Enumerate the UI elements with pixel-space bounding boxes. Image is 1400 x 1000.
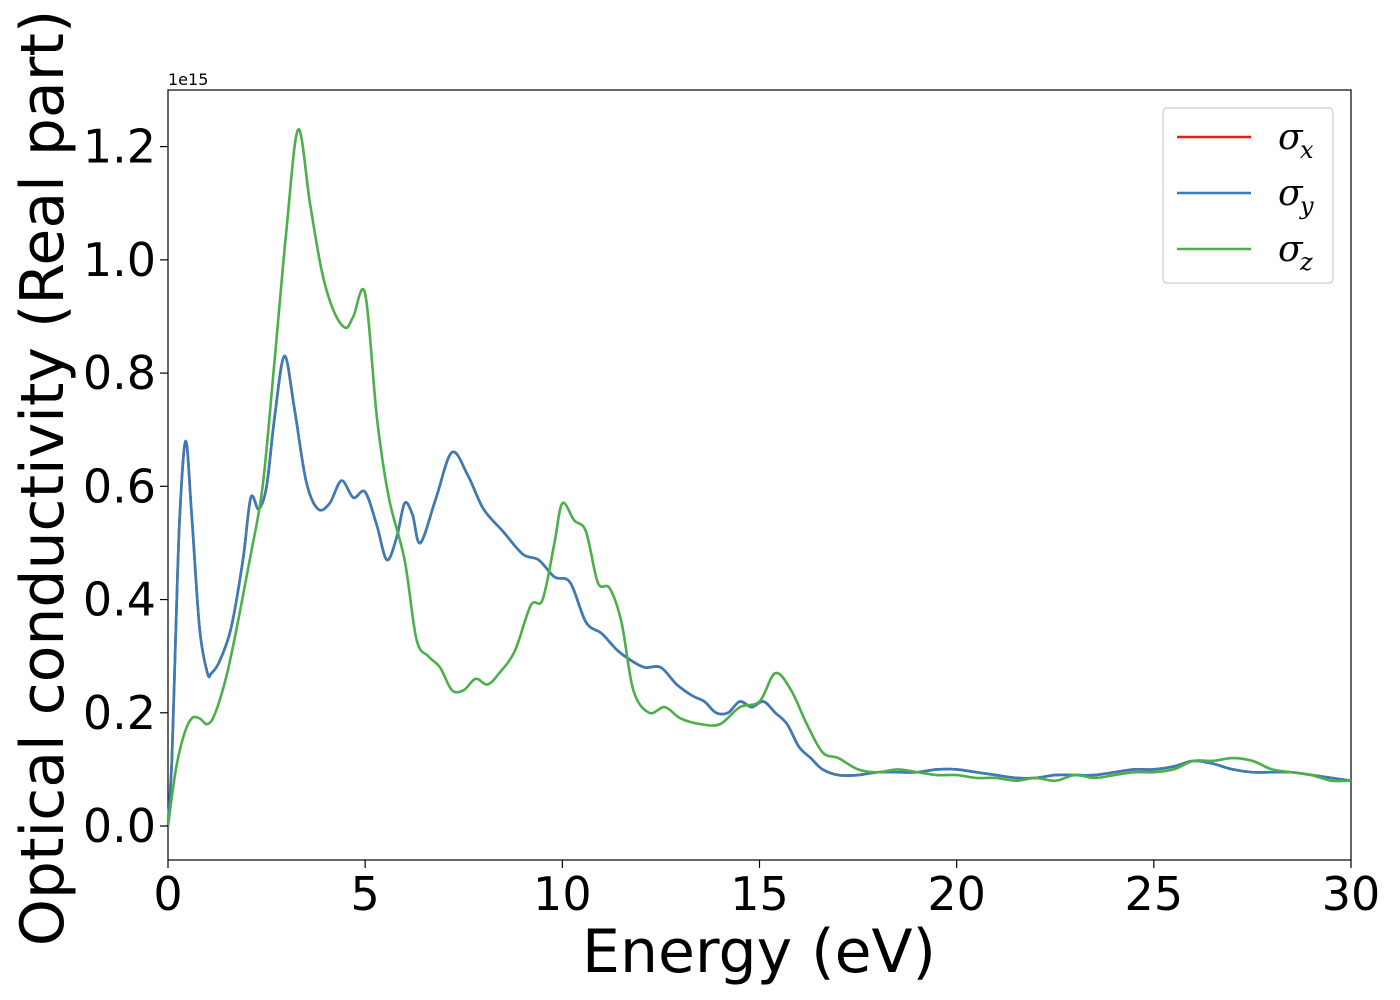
x-tick-label: 15 [730,867,789,921]
y-tick-label: 1.2 [83,120,156,174]
x-tick-label: 10 [533,867,592,921]
legend-label-subscript: x [1300,136,1314,164]
legend-item-y: σy [1177,173,1314,220]
plot-frame [167,89,1352,861]
y-tick-label: 1.0 [83,233,156,287]
y-axis: 0.0 0.2 0.4 0.6 0.8 1.0 1.2 [83,120,168,853]
y-tick-label: 0.8 [83,346,156,400]
y-tick-label: 0.0 [83,799,156,853]
x-tick-label: 30 [1322,867,1381,921]
y-tick-label: 0.2 [83,686,156,740]
legend-label-subscript: y [1299,192,1314,220]
y-tick-label: 0.4 [83,573,156,627]
y-axis-title: Optical conductivity (Real part) [8,10,78,947]
legend-box [1162,107,1334,284]
x-axis-title: Energy (eV) [582,917,936,987]
x-tick-label: 0 [153,867,182,921]
x-tick-label: 20 [927,867,986,921]
y-tick-label: 0.6 [83,459,156,513]
x-tick-label: 25 [1125,867,1184,921]
legend-item-z: σz [1177,229,1313,276]
legend-label: σ [1278,117,1304,158]
plot-area [166,89,1352,861]
y-offset-label: 1e15 [168,70,208,89]
legend-label: σ [1278,173,1304,214]
legend-label-subscript: z [1299,248,1313,276]
x-axis: 0 5 10 15 20 25 30 [153,860,1380,921]
x-tick-label: 5 [351,867,380,921]
series-line-z [166,128,1352,827]
legend-label: σ [1278,229,1304,270]
series-layer [166,128,1352,827]
legend-item-x: σx [1177,117,1314,164]
